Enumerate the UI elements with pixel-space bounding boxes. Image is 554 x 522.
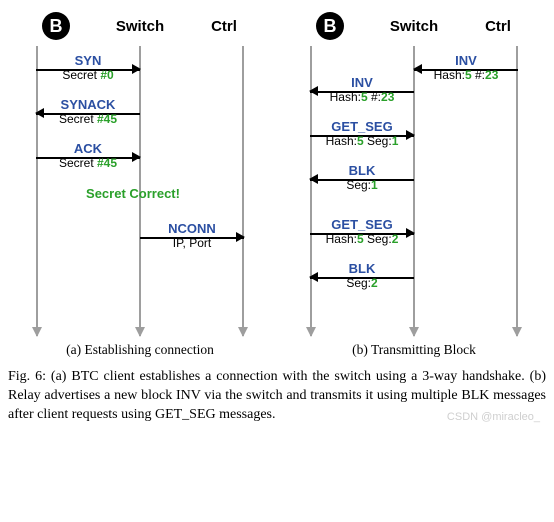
caption-label: Fig. 6: bbox=[8, 369, 46, 384]
message: GET_SEGHash:5 Seg:2 bbox=[310, 218, 414, 252]
actor-row: B Switch Ctrl bbox=[8, 12, 272, 46]
message-detail: Secret #0 bbox=[62, 68, 113, 82]
message-detail: Secret #45 bbox=[59, 156, 117, 170]
panel-b-subcaption: (b) Transmitting Block bbox=[282, 342, 546, 358]
message-detail: IP, Port bbox=[173, 236, 211, 250]
panel-a-subcaption: (a) Establishing connection bbox=[8, 342, 272, 358]
message: INVHash:5 #:23 bbox=[310, 76, 414, 110]
actor-btc: B bbox=[288, 12, 372, 40]
message: SYNACKSecret #45 bbox=[36, 98, 140, 132]
message: NCONNIP, Port bbox=[140, 222, 244, 256]
message-title: SYNACK bbox=[61, 98, 116, 112]
actor-ctrl: Ctrl bbox=[456, 18, 540, 35]
message-title: ACK bbox=[74, 142, 102, 156]
message: GET_SEGHash:5 Seg:1 bbox=[310, 120, 414, 154]
lifeline-ctrl bbox=[516, 46, 518, 336]
message-title: SYN bbox=[75, 54, 102, 68]
actor-switch: Switch bbox=[372, 18, 456, 35]
message-title: GET_SEG bbox=[331, 120, 392, 134]
message-title: INV bbox=[351, 76, 373, 90]
diagram-panels: B Switch Ctrl SYNSecret #0SYNACKSecret #… bbox=[8, 12, 546, 358]
message: BLKSeg:1 bbox=[310, 164, 414, 198]
actor-btc: B bbox=[14, 12, 98, 40]
message-detail: Hash:5 #:23 bbox=[330, 90, 395, 104]
message-detail: Hash:5 #:23 bbox=[434, 68, 499, 82]
message: SYNSecret #0 bbox=[36, 54, 140, 88]
message-title: NCONN bbox=[168, 222, 216, 236]
message-title: BLK bbox=[349, 164, 376, 178]
message-title: INV bbox=[455, 54, 477, 68]
message-title: GET_SEG bbox=[331, 218, 392, 232]
message-detail: Seg:1 bbox=[346, 178, 377, 192]
bitcoin-icon: B bbox=[316, 12, 344, 40]
panel-b: B Switch Ctrl INVHash:5 #:23INVHash:5 #:… bbox=[282, 12, 546, 358]
secret-correct-annotation: Secret Correct! bbox=[58, 186, 208, 201]
sequence-area-b: INVHash:5 #:23INVHash:5 #:23GET_SEGHash:… bbox=[282, 46, 546, 336]
actor-ctrl: Ctrl bbox=[182, 18, 266, 35]
message-detail: Seg:2 bbox=[346, 276, 377, 290]
panel-a: B Switch Ctrl SYNSecret #0SYNACKSecret #… bbox=[8, 12, 272, 358]
message-detail: Hash:5 Seg:1 bbox=[326, 134, 399, 148]
message-detail: Hash:5 Seg:2 bbox=[326, 232, 399, 246]
message: INVHash:5 #:23 bbox=[414, 54, 518, 88]
message: BLKSeg:2 bbox=[310, 262, 414, 296]
message-title: BLK bbox=[349, 262, 376, 276]
bitcoin-icon: B bbox=[42, 12, 70, 40]
message-detail: Secret #45 bbox=[59, 112, 117, 126]
actor-switch: Switch bbox=[98, 18, 182, 35]
actor-row: B Switch Ctrl bbox=[282, 12, 546, 46]
message: ACKSecret #45 bbox=[36, 142, 140, 176]
lifeline-ctrl bbox=[242, 46, 244, 336]
lifeline-btc bbox=[36, 46, 38, 336]
sequence-area-a: SYNSecret #0SYNACKSecret #45ACKSecret #4… bbox=[8, 46, 272, 336]
